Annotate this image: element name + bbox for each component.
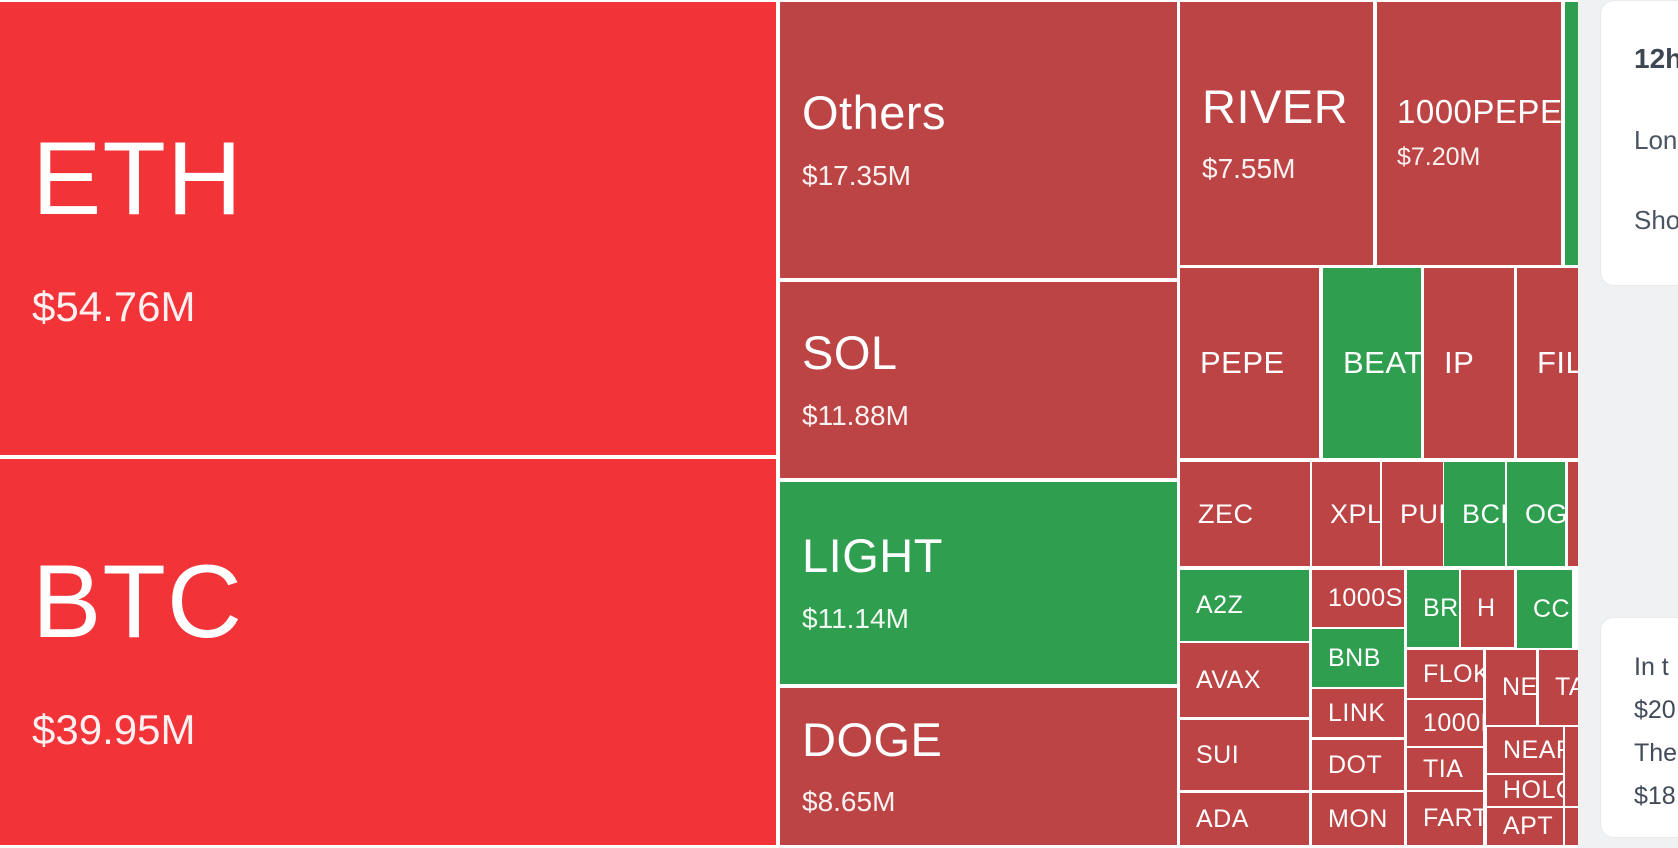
treemap-tile-unlabeled[interactable] [1565, 727, 1578, 806]
tile-value: $7.20M [1397, 143, 1481, 172]
tile-symbol: SOL [802, 326, 898, 380]
treemap-tile-cc[interactable]: CC [1517, 570, 1572, 648]
treemap-tile-1000sh[interactable]: 1000SH [1312, 570, 1404, 627]
summary-card: In t $20 The $18 [1600, 617, 1678, 838]
treemap-tile-ne[interactable]: NE [1486, 650, 1536, 725]
treemap-tile-sol[interactable]: SOL $11.88M [780, 282, 1177, 478]
card-line: In t [1634, 653, 1669, 681]
treemap-tile-1000b[interactable]: 1000B [1407, 700, 1483, 746]
tile-symbol: XPL [1330, 498, 1380, 529]
tile-symbol: BRO [1423, 594, 1459, 622]
card-line: The [1634, 739, 1678, 767]
tile-symbol: AVAX [1196, 665, 1261, 694]
treemap-tile-bch[interactable]: BCH [1444, 462, 1505, 566]
treemap-tile-light[interactable]: LIGHT $11.14M [780, 482, 1177, 684]
treemap-tile-flok[interactable]: FLOK [1407, 650, 1483, 698]
tile-symbol: A2Z [1196, 591, 1244, 619]
treemap-tile-fart[interactable]: FART [1407, 792, 1483, 845]
treemap-tile-pum[interactable]: PUM [1382, 462, 1443, 566]
tile-symbol: BTC [32, 544, 243, 660]
treemap-tile-bnb[interactable]: BNB [1312, 629, 1404, 687]
tile-symbol: NEAR [1503, 735, 1563, 764]
treemap-tile-unlabeled[interactable] [1565, 2, 1578, 265]
stats-card-12h: 12h Lon Sho [1600, 0, 1678, 286]
tile-symbol: HOLO [1503, 776, 1563, 804]
tile-symbol: LIGHT [802, 529, 943, 583]
tile-symbol: DOGE [802, 712, 943, 766]
tile-value: $7.55M [1202, 153, 1296, 185]
tile-symbol: 1000B [1423, 708, 1483, 737]
tile-symbol: OG [1525, 498, 1565, 529]
tile-symbol: ZEC [1198, 498, 1254, 529]
treemap-tile-river[interactable]: RIVER $7.55M [1180, 2, 1373, 265]
treemap-tile-fil[interactable]: FIL [1517, 268, 1578, 458]
tile-symbol: DOT [1328, 750, 1383, 779]
tile-symbol: Others [802, 86, 947, 140]
tile-symbol: CC [1533, 594, 1571, 623]
treemap-tile-og[interactable]: OG [1507, 462, 1565, 566]
treemap-tile-unlabeled[interactable] [1568, 462, 1578, 566]
treemap-tile-pepe[interactable]: PEPE [1180, 268, 1319, 458]
tile-symbol: SUI [1196, 740, 1240, 769]
treemap-tile-others[interactable]: Others $17.35M [780, 2, 1177, 278]
tile-symbol: ETH [32, 120, 243, 237]
tile-symbol: FART [1423, 804, 1483, 832]
card-line: $18 [1634, 782, 1676, 810]
treemap-tile-h[interactable]: H [1461, 570, 1514, 647]
treemap-tile-near[interactable]: NEAR [1487, 727, 1563, 773]
treemap-tile-avax[interactable]: AVAX [1180, 643, 1309, 717]
treemap-tile-apt[interactable]: APT [1487, 808, 1563, 845]
tile-symbol: BNB [1328, 643, 1381, 672]
treemap-tile-xpl[interactable]: XPL [1312, 462, 1380, 566]
liquidation-treemap: ETH $54.76M BTC $39.95M Others $17.35M SOL $11.… [0, 2, 1578, 845]
tile-symbol: LINK [1328, 698, 1386, 727]
treemap-tile-btc[interactable]: BTC $39.95M [0, 459, 776, 845]
tile-value: $39.95M [32, 706, 196, 753]
card-line: $20 [1634, 696, 1676, 724]
treemap-tile-beat[interactable]: BEAT [1323, 268, 1421, 458]
treemap-tile-tia[interactable]: TIA [1407, 748, 1483, 790]
treemap-tile-zec[interactable]: ZEC [1180, 462, 1310, 566]
tile-value: $8.65M [802, 786, 896, 818]
tile-value: $11.14M [802, 602, 909, 634]
tile-symbol: TA [1555, 673, 1578, 701]
tile-symbol: 1000PEPE [1397, 92, 1561, 130]
card-title: 12h [1634, 43, 1678, 74]
treemap-tile-sui[interactable]: SUI [1180, 720, 1309, 790]
card-line: Lon [1634, 125, 1678, 155]
treemap-tile-ta[interactable]: TA [1539, 650, 1578, 725]
tile-value: $17.35M [802, 159, 911, 191]
treemap-tile-eth[interactable]: ETH $54.76M [0, 2, 776, 455]
card-line: Sho [1634, 205, 1678, 235]
tile-symbol: MON [1328, 804, 1388, 833]
tile-symbol: FLOK [1423, 659, 1483, 688]
tile-symbol: BCH [1462, 498, 1505, 529]
treemap-tile-1000pepe[interactable]: 1000PEPE $7.20M [1377, 2, 1561, 265]
treemap-tile-ada[interactable]: ADA [1180, 793, 1309, 845]
treemap-tile-a2z[interactable]: A2Z [1180, 570, 1309, 641]
tile-value: $54.76M [32, 282, 196, 330]
tile-symbol: IP [1444, 345, 1475, 380]
tile-symbol: PUM [1400, 498, 1443, 529]
tile-symbol: NE [1502, 673, 1536, 701]
treemap-tile-link[interactable]: LINK [1312, 689, 1404, 737]
tile-symbol: RIVER [1202, 79, 1349, 133]
treemap-tile-doge[interactable]: DOGE $8.65M [780, 688, 1177, 845]
tile-value: $11.88M [802, 399, 909, 431]
treemap-tile-dot[interactable]: DOT [1312, 740, 1404, 790]
tile-symbol: 1000SH [1328, 584, 1404, 612]
tile-symbol: FIL [1537, 345, 1578, 380]
tile-symbol: ADA [1196, 804, 1249, 833]
tile-symbol: BEAT [1343, 345, 1421, 380]
tile-symbol: H [1477, 594, 1496, 622]
treemap-tile-unlabeled[interactable] [1565, 808, 1578, 845]
tile-symbol: TIA [1423, 754, 1464, 783]
treemap-tile-holo[interactable]: HOLO [1487, 775, 1563, 806]
tile-symbol: APT [1503, 812, 1554, 840]
treemap-tile-ip[interactable]: IP [1424, 268, 1514, 458]
treemap-tile-mon[interactable]: MON [1312, 793, 1404, 845]
treemap-tile-bro[interactable]: BRO [1407, 570, 1459, 647]
tile-symbol: PEPE [1200, 345, 1285, 380]
